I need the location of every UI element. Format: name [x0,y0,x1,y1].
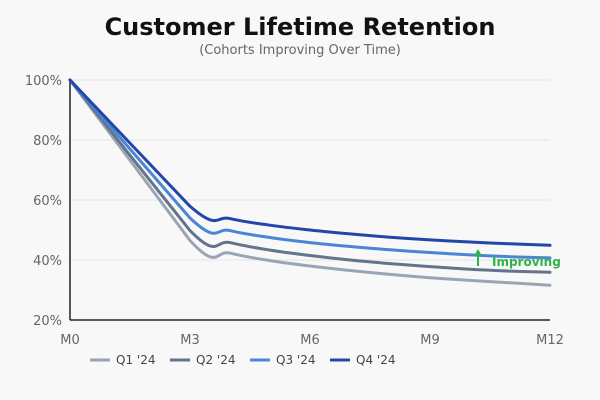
x-tick-label: M3 [180,333,200,348]
annotation-label: Improving [492,255,561,269]
series-line-q4-24 [68,78,552,247]
x-tick-label: M9 [420,333,440,348]
x-tick-label: M6 [300,333,320,348]
x-tick-label: M0 [60,333,80,348]
y-tick-label: 80% [33,134,62,149]
series-line-q2-24 [68,78,552,274]
y-tick-label: 60% [33,194,62,209]
annotation-arrow-icon [474,249,482,256]
series-line-q1-24 [68,78,552,287]
grid [70,79,550,261]
y-tick-label: 20% [33,314,62,329]
y-tick-label: 100% [25,74,62,89]
legend-label: Q4 '24 [356,353,395,367]
annotation: Improving [474,249,561,269]
chart-title: Customer Lifetime Retention [105,13,496,41]
legend: Q1 '24 Q2 '24 Q3 '24 Q4 '24 [90,353,395,367]
legend-label: Q1 '24 [116,353,155,367]
axes: 20% 40% 60% 80% 100% M0 M3 M6 M9 M12 [25,74,564,348]
legend-label: Q3 '24 [276,353,315,367]
x-tick-label: M12 [536,333,564,348]
y-tick-label: 40% [33,254,62,269]
legend-label: Q2 '24 [196,353,235,367]
chart-subtitle: (Cohorts Improving Over Time) [199,43,401,58]
